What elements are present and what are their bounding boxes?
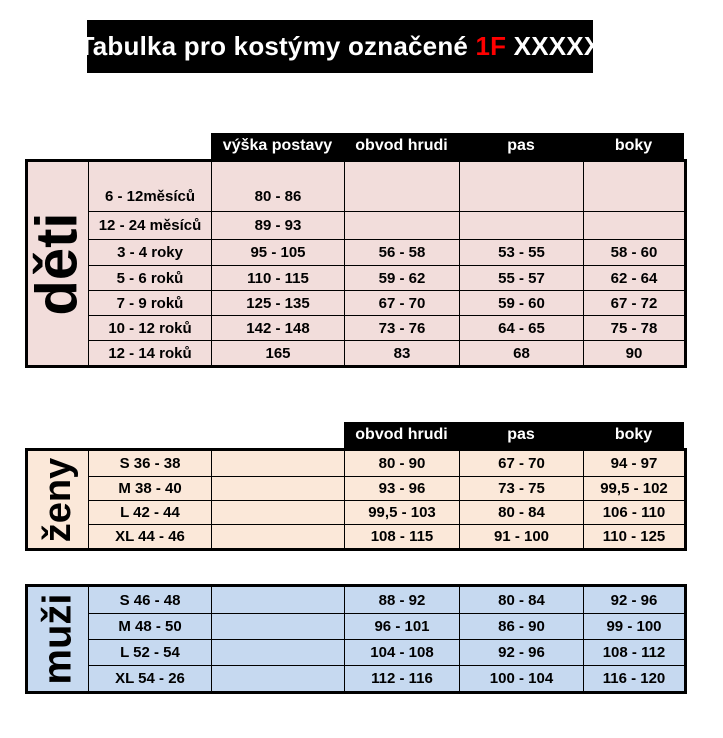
deti-cell-r2-c2: 56 - 58 [344,239,459,265]
deti-cell-r3-c3: 55 - 57 [459,265,583,290]
deti-cell-r4-c3: 59 - 60 [459,290,583,315]
zeny-cell-r3-c4: 110 - 125 [583,524,684,548]
muzi-cell-r0-c0: S 46 - 48 [88,587,211,613]
muzi-cell-r3-c2: 112 - 116 [344,665,459,691]
deti-header-3: boky [614,137,653,154]
deti-cell-r1-c1: 89 - 93 [211,211,344,239]
zeny-cell-r1-c1 [211,476,344,500]
zeny-cell-r3-c0: XL 44 - 46 [88,524,211,548]
title-code-highlight: 1F [475,31,507,61]
muzi-group-label-cell: muži [28,587,88,691]
muzi-cell-r1-c3: 86 - 90 [459,613,583,639]
zeny-cell-r0-c3: 67 - 70 [459,451,583,476]
deti-cell-r4-c4: 67 - 72 [583,290,684,315]
deti-cell-r5-c0: 10 - 12 roků [88,315,211,340]
muzi-cell-r0-c2: 88 - 92 [344,587,459,613]
deti-cell-r5-c1: 142 - 148 [211,315,344,340]
zeny-cell-r2-c2: 99,5 - 103 [344,500,459,524]
muzi-table: muži S 46 - 48 88 - 92 80 - 84 92 - 96 M 48 -… [25,584,687,694]
deti-cell-r6-c4: 90 [583,340,684,365]
deti-cell-r4-c0: 7 - 9 roků [88,290,211,315]
muzi-cell-r3-c0: XL 54 - 26 [88,665,211,691]
deti-cell-r2-c0: 3 - 4 roky [88,239,211,265]
deti-cell-r0-c3 [459,162,583,211]
deti-cell-r5-c4: 75 - 78 [583,315,684,340]
deti-cell-r5-c3: 64 - 65 [459,315,583,340]
deti-cell-r4-c2: 67 - 70 [344,290,459,315]
page-title: Tabulka pro kostýmy označené 1F XXXXX [79,31,602,62]
muzi-cell-r2-c0: L 52 - 54 [88,639,211,665]
deti-cell-r3-c0: 5 - 6 roků [88,265,211,290]
muzi-cell-r0-c4: 92 - 96 [583,587,684,613]
zeny-header-1: pas [507,426,535,443]
zeny-cell-r0-c0: S 36 - 38 [88,451,211,476]
deti-cell-r0-c2 [344,162,459,211]
deti-cell-r3-c1: 110 - 115 [211,265,344,290]
deti-cell-r6-c0: 12 - 14 roků [88,340,211,365]
deti-cell-r0-c4 [583,162,684,211]
zeny-cell-r3-c3: 91 - 100 [459,524,583,548]
deti-cell-r3-c4: 62 - 64 [583,265,684,290]
zeny-table: ženy S 36 - 38 80 - 90 67 - 70 94 - 97 M 38 -… [25,448,687,551]
deti-cell-r2-c3: 53 - 55 [459,239,583,265]
muzi-cell-r2-c1 [211,639,344,665]
muzi-cell-r2-c4: 108 - 112 [583,639,684,665]
title-bar: Tabulka pro kostýmy označené 1F XXXXX [79,20,601,73]
deti-cell-r1-c2 [344,211,459,239]
zeny-cell-r2-c1 [211,500,344,524]
zeny-group-label: ženy [37,457,80,542]
title-suffix: XXXXX [506,31,602,61]
muzi-cell-r3-c4: 116 - 120 [583,665,684,691]
title-prefix: Tabulka pro kostýmy označené [78,31,476,61]
deti-header-0: výška postavy [222,137,333,154]
deti-cell-r1-c4 [583,211,684,239]
zeny-cell-r1-c4: 99,5 - 102 [583,476,684,500]
deti-group-label-cell: děti [28,162,88,365]
zeny-cell-r3-c2: 108 - 115 [344,524,459,548]
deti-cell-r0-c1: 80 - 86 [211,162,344,211]
zeny-header-2: boky [614,426,653,443]
deti-cell-r6-c3: 68 [459,340,583,365]
deti-cell-r1-c3 [459,211,583,239]
zeny-cell-r0-c1 [211,451,344,476]
deti-group-label: děti [28,211,88,316]
zeny-group-label-cell: ženy [28,451,88,548]
deti-cell-r1-c0: 12 - 24 měsíců [88,211,211,239]
deti-cell-r5-c2: 73 - 76 [344,315,459,340]
deti-cell-r0-c0: 6 - 12měsíců [88,162,211,211]
zeny-cell-r2-c3: 80 - 84 [459,500,583,524]
zeny-cell-r2-c0: L 42 - 44 [88,500,211,524]
zeny-cell-r1-c2: 93 - 96 [344,476,459,500]
deti-cell-r2-c1: 95 - 105 [211,239,344,265]
zeny-cell-r0-c2: 80 - 90 [344,451,459,476]
muzi-cell-r2-c3: 92 - 96 [459,639,583,665]
zeny-cell-r1-c0: M 38 - 40 [88,476,211,500]
muzi-cell-r1-c4: 99 - 100 [583,613,684,639]
deti-header-1: obvod hrudi [355,137,448,154]
muzi-cell-r2-c2: 104 - 108 [344,639,459,665]
deti-cell-r2-c4: 58 - 60 [583,239,684,265]
muzi-cell-r1-c1 [211,613,344,639]
zeny-column-header: obvod hrudi pas boky [344,422,684,448]
deti-cell-r6-c1: 165 [211,340,344,365]
deti-cell-r6-c2: 83 [344,340,459,365]
deti-column-header: výška postavy obvod hrudi pas boky [211,133,684,159]
muzi-cell-r0-c1 [211,587,344,613]
zeny-cell-r0-c4: 94 - 97 [583,451,684,476]
zeny-cell-r3-c1 [211,524,344,548]
deti-cell-r3-c2: 59 - 62 [344,265,459,290]
deti-table: děti 6 - 12měsíců 80 - 86 12 - 24 měsíců 89 … [25,159,687,368]
muzi-cell-r3-c3: 100 - 104 [459,665,583,691]
muzi-cell-r1-c2: 96 - 101 [344,613,459,639]
muzi-cell-r3-c1 [211,665,344,691]
deti-header-2: pas [507,137,535,154]
muzi-cell-r1-c0: M 48 - 50 [88,613,211,639]
zeny-header-0: obvod hrudi [355,426,448,443]
zeny-cell-r1-c3: 73 - 75 [459,476,583,500]
zeny-cell-r2-c4: 106 - 110 [583,500,684,524]
muzi-cell-r0-c3: 80 - 84 [459,587,583,613]
deti-cell-r4-c1: 125 - 135 [211,290,344,315]
muzi-group-label: muži [36,593,80,685]
